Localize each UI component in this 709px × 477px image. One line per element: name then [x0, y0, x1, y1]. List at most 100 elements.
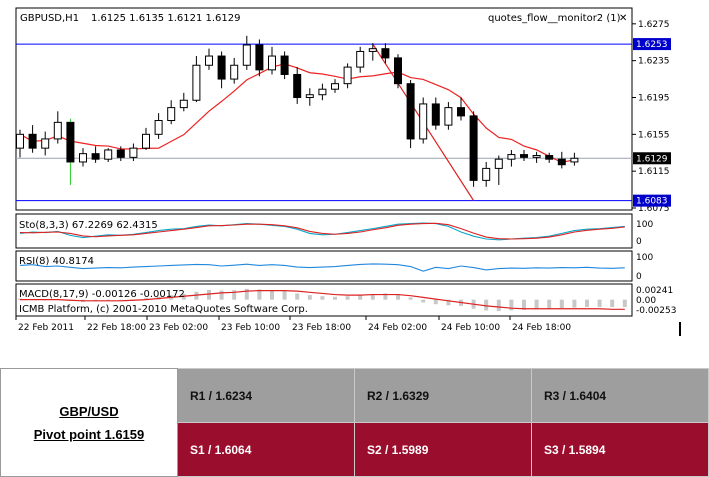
- candle-body: [557, 158, 566, 166]
- currency-pair: GBP/USD: [59, 403, 119, 419]
- price-tag-box: [633, 152, 671, 165]
- pivot-point: Pivot point 1.6159: [33, 426, 145, 442]
- candle-body: [318, 88, 327, 96]
- candle-body: [406, 83, 415, 140]
- macd-histogram-bar: [370, 293, 375, 300]
- macd-histogram-bar: [522, 299, 526, 310]
- time-axis-label: 23 Feb 02:00: [149, 323, 208, 333]
- price-axis-label: 1.6235: [638, 57, 670, 67]
- candle-body: [368, 48, 377, 52]
- macd-histogram-bar: [282, 291, 287, 300]
- candle-body: [280, 55, 289, 75]
- macd-histogram-bar: [219, 290, 224, 300]
- time-axis-label: 23 Feb 10:00: [221, 323, 280, 333]
- candle-body: [255, 44, 264, 71]
- watermark-text: ICMB Platform, (c) 2001-2010 MetaQuotes …: [19, 304, 308, 315]
- price-axis-label: 1.6275: [638, 20, 670, 30]
- candle-body: [507, 154, 516, 160]
- rsi-pane[interactable]: [15, 250, 633, 282]
- macd-title: MACD(8,17,9) -0.00126 -0.00172: [19, 289, 185, 300]
- candle-body: [343, 66, 352, 85]
- macd-histogram-bar: [484, 299, 489, 311]
- price-axis-label: 1.6155: [638, 130, 670, 140]
- candle-body: [129, 147, 138, 158]
- macd-histogram-bar: [345, 296, 350, 300]
- macd-signal-line: [20, 289, 625, 310]
- macd-histogram-bar: [446, 299, 451, 306]
- candle-body: [494, 158, 503, 169]
- candle-body: [520, 154, 528, 158]
- macd-histogram-bar: [547, 299, 552, 309]
- candle-body: [570, 157, 579, 163]
- macd-pane[interactable]: [15, 283, 633, 317]
- candle-body: [305, 94, 314, 98]
- rsi-tick-100: 100: [636, 253, 653, 263]
- candle-body: [28, 133, 37, 149]
- stochastic-tick-100: 100: [636, 220, 653, 230]
- candle-body: [79, 153, 87, 163]
- macd-histogram-bar: [559, 299, 564, 309]
- candle-body: [41, 138, 50, 149]
- price-tag-label: 1.6253: [636, 40, 668, 50]
- macd-histogram-bar: [433, 299, 438, 305]
- time-axis-label: 24 Feb 02:00: [368, 323, 427, 333]
- stochastic-line: [19, 222, 625, 240]
- candle-body: [444, 107, 453, 126]
- candle-body: [293, 73, 302, 98]
- macd-histogram-bar: [383, 293, 388, 300]
- close-indicator-icon[interactable]: ✕: [619, 13, 627, 24]
- candle-body: [482, 167, 491, 181]
- macd-histogram-bar: [597, 299, 602, 308]
- candle-body: [104, 149, 113, 160]
- candle-body: [116, 149, 125, 158]
- macd-histogram-bar: [307, 295, 312, 300]
- macd-histogram-bar: [496, 299, 501, 311]
- time-axis-label: 22 Feb 2011: [18, 323, 74, 333]
- candle-body: [457, 107, 465, 117]
- candle-body: [66, 121, 75, 163]
- price-tag-box: [633, 194, 671, 207]
- candle-body: [91, 153, 100, 160]
- macd-histogram-bar: [572, 299, 577, 308]
- price-axis-label: 1.6075: [638, 204, 670, 214]
- candle-body: [230, 64, 239, 80]
- macd-histogram-bar: [509, 299, 514, 311]
- macd-histogram-bar: [622, 299, 627, 308]
- support-2: S2 / 1.5989: [354, 422, 532, 477]
- macd-histogram-bar: [421, 299, 426, 303]
- candle-body: [192, 64, 201, 101]
- price-axis-label: 1.6115: [638, 167, 670, 177]
- rsi-line: [19, 263, 625, 272]
- price-axis-label: 1.6195: [638, 93, 670, 103]
- candle-body: [331, 83, 339, 90]
- macd-tick-low: -0.00253: [636, 306, 676, 316]
- time-axis-label: 22 Feb 18:00: [87, 323, 146, 333]
- macd-histogram-bar: [610, 299, 615, 308]
- stochastic-pane[interactable]: [15, 213, 633, 249]
- candle-body: [469, 115, 478, 181]
- macd-tick-zero: 0.00: [636, 296, 656, 306]
- candle-body: [142, 133, 150, 149]
- text-cursor: [679, 322, 681, 336]
- resistance-2: R2 / 1.6329: [354, 368, 532, 423]
- resistance-1: R1 / 1.6234: [177, 368, 355, 423]
- candle-body: [154, 120, 163, 135]
- price-pane[interactable]: [15, 7, 633, 211]
- candle-body: [394, 57, 402, 85]
- macd-histogram-bar: [244, 288, 249, 300]
- macd-tick-high: 0.00241: [636, 286, 673, 296]
- candle-body: [16, 133, 24, 149]
- candle-body: [532, 155, 541, 158]
- rsi-title: RSI(8) 40.8174: [19, 256, 94, 267]
- candle-body: [545, 155, 554, 160]
- price-tag-box: [633, 38, 671, 51]
- support-1: S1 / 1.6064: [177, 422, 355, 477]
- price-tag-label: 1.6129: [636, 154, 668, 164]
- rsi-tick-0: 0: [636, 272, 642, 282]
- macd-histogram-bar: [118, 299, 123, 301]
- macd-histogram-bar: [534, 299, 539, 310]
- candle-body: [381, 48, 390, 59]
- macd-histogram-bar: [257, 289, 262, 300]
- candle-body: [356, 50, 365, 68]
- candle-body: [242, 44, 251, 66]
